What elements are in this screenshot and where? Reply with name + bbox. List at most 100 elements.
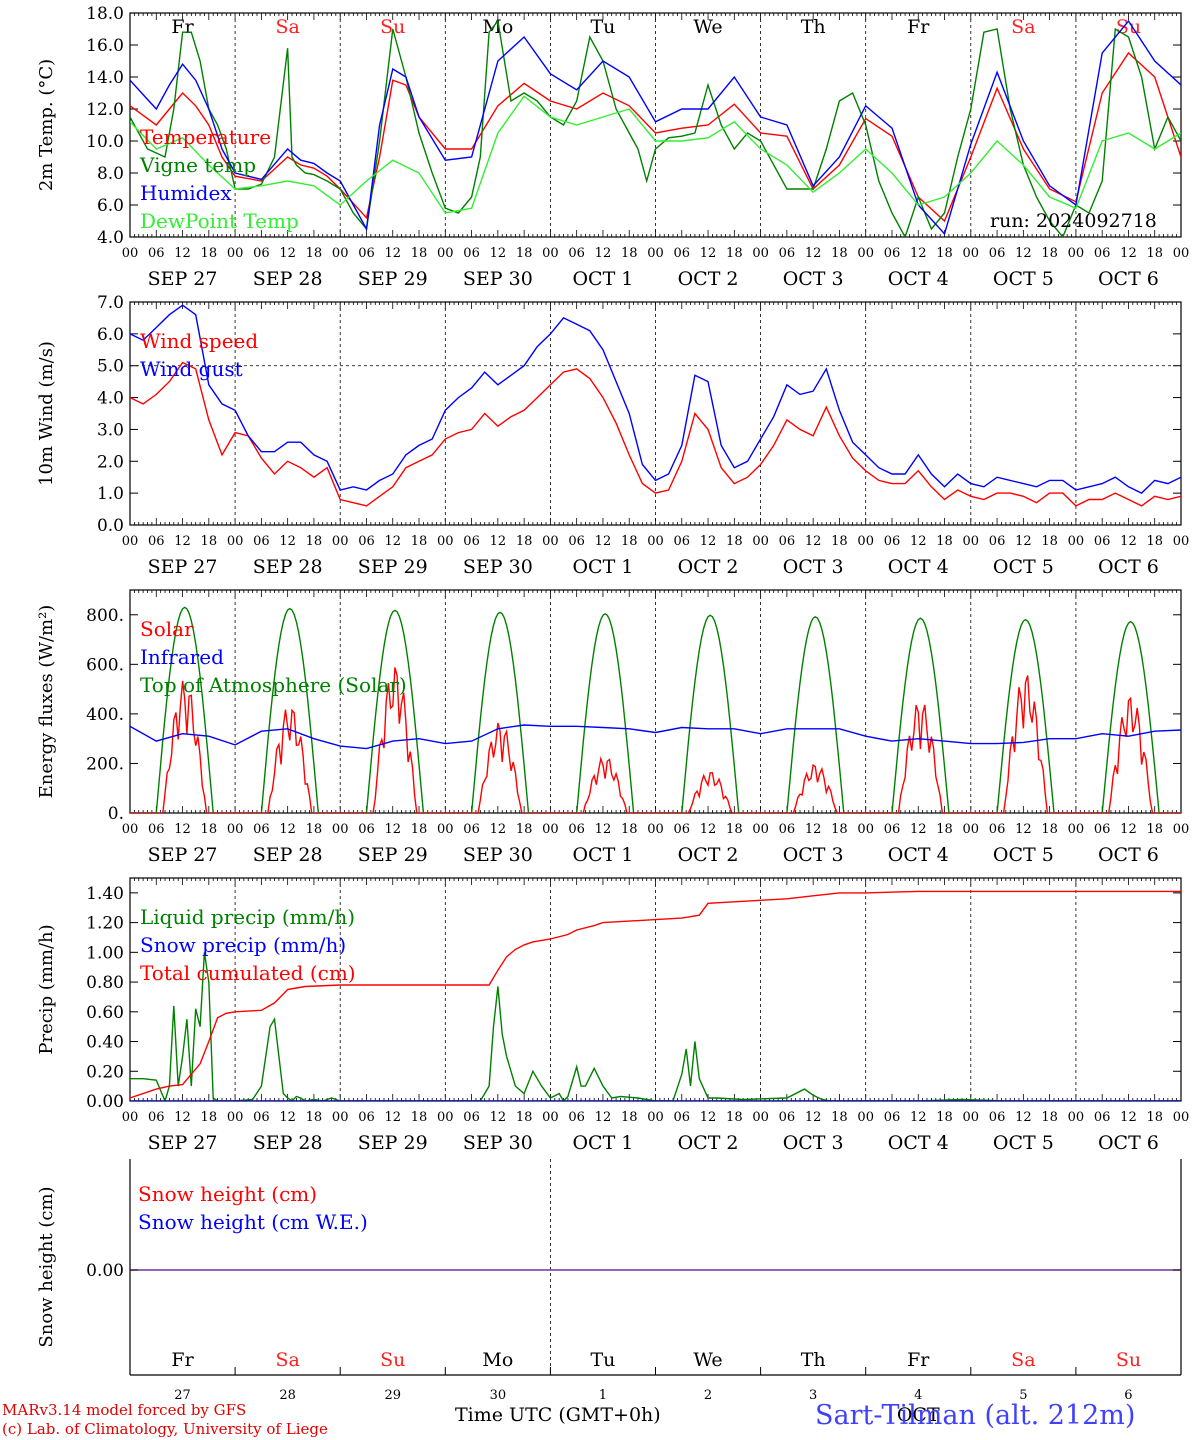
y-tick-label: 400. [86,705,124,725]
hour-tick-label: 00 [647,1110,664,1125]
date-label: SEP 28 [253,1132,323,1154]
hour-tick-label: 18 [411,1110,428,1125]
hour-tick-label: 12 [595,534,612,549]
y-tick-label: 6.0 [97,196,124,216]
hour-tick-label: 00 [1068,246,1085,261]
date-label: SEP 30 [463,1132,533,1154]
hour-tick-label: 18 [411,246,428,261]
hour-tick-label: 06 [463,1110,480,1125]
hour-tick-label: 18 [1041,1110,1058,1125]
hour-tick-label: 18 [1041,246,1058,261]
hour-tick-label: 00 [647,822,664,837]
weekday-label: Su [1116,1349,1141,1371]
y-tick-label: 0.00 [86,1092,124,1112]
hour-tick-label: 12 [700,822,717,837]
hour-tick-label: 00 [963,1110,980,1125]
hour-tick-label: 00 [542,822,559,837]
hour-tick-label: 12 [595,1110,612,1125]
y-tick-label: 600. [86,655,124,675]
y-tick-label: 0.20 [86,1062,124,1082]
panel-5: 0.00 Snow height (cm) Fr 27 Sa 28 Su 29 Mo 30 Tu 1 W… [36,1159,1182,1426]
legend-entry: Wind gust [140,357,243,381]
hour-tick-label: 18 [411,534,428,549]
y-axis-label-snow: Snow height (cm) [36,1186,57,1347]
hour-tick-label: 06 [779,246,796,261]
y-tick-label: 6.0 [97,325,124,345]
series-line [130,361,1181,507]
hour-tick-label: 00 [1173,534,1190,549]
date-label: SEP 30 [463,844,533,866]
hour-tick-label: 00 [647,534,664,549]
hour-tick-label: 18 [831,822,848,837]
legend-entry: Total cumulated (cm) [140,961,356,985]
hour-tick-label: 18 [411,822,428,837]
day-number-label: 1 [599,1388,607,1403]
series-line [130,952,1181,1101]
hour-tick-label: 12 [910,534,927,549]
hour-tick-label: 12 [279,822,296,837]
hour-tick-label: 06 [253,534,270,549]
hour-tick-label: 06 [253,246,270,261]
hour-tick-label: 18 [1146,822,1163,837]
date-label: SEP 27 [148,1132,218,1154]
day-number-label: 27 [174,1388,191,1403]
date-label: OCT 6 [1098,556,1159,578]
weekday-label: Sa [1011,1349,1035,1371]
y-tick-label: 3.0 [97,420,124,440]
hour-tick-label: 00 [752,1110,769,1125]
weekday-label: We [693,16,722,38]
date-label: OCT 2 [678,1132,739,1154]
hour-tick-label: 12 [384,1110,401,1125]
hour-tick-label: 06 [463,246,480,261]
hour-tick-label: 18 [306,822,323,837]
date-label: SEP 28 [253,556,323,578]
hour-tick-label: 06 [358,534,375,549]
hour-tick-label: 00 [332,534,349,549]
panel-1: 4.0 6.0 8.0 10.0 12.0 14.0 16.0 18.0 2m Temp. (°… [36,4,1189,290]
hour-tick-label: 12 [279,246,296,261]
hour-tick-label: 12 [174,246,191,261]
legend-entry: Humidex [140,181,232,205]
hour-tick-label: 06 [148,246,165,261]
hour-tick-label: 12 [910,822,927,837]
hour-tick-label: 00 [963,822,980,837]
hour-tick-label: 12 [700,1110,717,1125]
panel-frame [129,12,1182,238]
y-tick-label: 0.40 [86,1033,124,1053]
y-tick-label: 0.00 [86,1261,124,1281]
hour-tick-label: 06 [989,1110,1006,1125]
hour-tick-label: 06 [253,1110,270,1125]
weekday-label: Th [801,1349,826,1371]
y-axis-label-temperature: 2m Temp. (°C) [36,59,57,191]
hour-tick-label: 06 [148,534,165,549]
hour-tick-label: 18 [936,1110,953,1125]
hour-tick-label: 12 [1015,246,1032,261]
hour-tick-label: 12 [805,822,822,837]
hour-tick-label: 18 [1146,534,1163,549]
hour-tick-label: 12 [805,246,822,261]
day-number-label: 28 [279,1388,296,1403]
hour-tick-label: 00 [332,1110,349,1125]
date-label: SEP 30 [463,268,533,290]
hour-tick-label: 06 [884,1110,901,1125]
legend-entry: Vigne temp [139,153,256,177]
series-line [130,19,1181,236]
hour-tick-label: 18 [831,534,848,549]
panel-3: 0. 200. 400. 600. 800. Energy fluxes (W/m²) 00… [36,589,1189,866]
hour-tick-label: 12 [490,822,507,837]
hour-tick-label: 06 [674,1110,691,1125]
hour-tick-label: 18 [306,246,323,261]
hour-tick-label: 12 [384,246,401,261]
date-label: SEP 29 [358,268,428,290]
y-tick-label: 12.0 [86,100,124,120]
weekday-label: Su [380,1349,405,1371]
hour-tick-label: 00 [1068,1110,1085,1125]
hour-tick-label: 00 [437,822,454,837]
y-tick-label: 200. [86,754,124,774]
hour-tick-label: 00 [437,246,454,261]
y-tick-label: 10.0 [86,132,124,152]
series-line [130,606,1181,813]
hour-tick-label: 12 [279,534,296,549]
hour-tick-label: 12 [384,534,401,549]
month-label: OCT [897,1404,940,1426]
